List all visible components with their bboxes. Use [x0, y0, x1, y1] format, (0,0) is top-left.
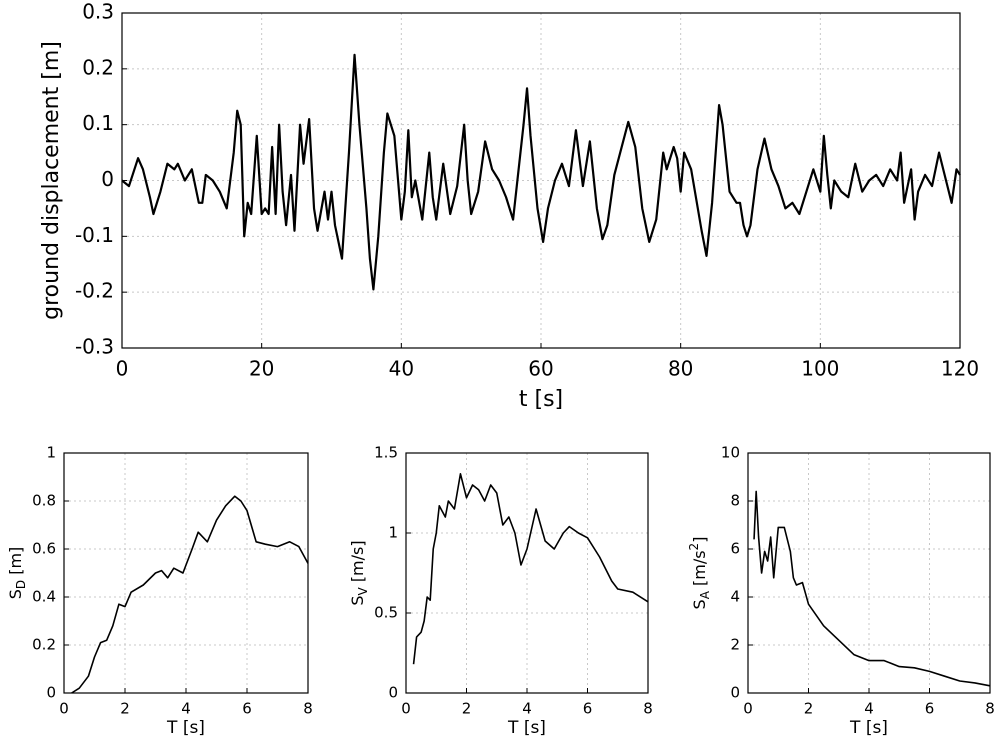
y-tick-label: 0.1 — [82, 111, 114, 135]
y-tick-label: 0.5 — [374, 604, 398, 622]
x-tick-label: 0 — [401, 700, 411, 718]
x-tick-label: 0 — [116, 357, 129, 381]
y-label-sub: D — [14, 580, 28, 589]
x-tick-label: 4 — [522, 700, 532, 718]
x-tick-label: 60 — [528, 357, 553, 381]
x-tick-label: 4 — [864, 700, 874, 718]
y-tick-label: 0.4 — [32, 588, 56, 606]
x-tick-label: 0 — [743, 700, 753, 718]
y-tick-label: -0.2 — [75, 279, 114, 303]
x-tick-label: 2 — [804, 700, 814, 718]
y-tick-label: -0.3 — [75, 335, 114, 359]
x-tick-label: 8 — [303, 700, 313, 718]
x-tick-label: 4 — [181, 700, 191, 718]
x-tick-label: 2 — [120, 700, 130, 718]
y-tick-label: 4 — [730, 588, 740, 606]
axes-frame — [747, 452, 991, 694]
y-axis-label: ground displacement [m] — [39, 41, 64, 320]
x-tick-label: 20 — [249, 357, 274, 381]
y-tick-label: 0.2 — [32, 636, 56, 654]
axes-frame — [63, 452, 309, 694]
x-tick-label: 6 — [925, 700, 935, 718]
x-tick-label: 2 — [462, 700, 472, 718]
x-tick-label: 120 — [941, 357, 979, 381]
y-tick-label: 0 — [730, 684, 740, 702]
y-axis-label: SD [m] — [6, 547, 28, 600]
x-axis-label: T [s] — [849, 718, 888, 738]
data-line — [121, 53, 961, 291]
y-tick-label: 0.8 — [32, 492, 56, 510]
y-tick-label: 0 — [46, 684, 56, 702]
x-tick-label: 40 — [389, 357, 414, 381]
y-tick-label: 0 — [388, 684, 398, 702]
x-tick-label: 80 — [668, 357, 693, 381]
y-tick-label: 0.2 — [82, 55, 114, 79]
y-label-main: S — [690, 599, 709, 609]
y-tick-label: 1.5 — [374, 444, 398, 462]
y-axis-label: SA [m/s2] — [687, 537, 712, 610]
y-label-rest: [m/s — [690, 550, 709, 591]
axes-frame — [405, 452, 649, 694]
y-label-sub: V — [356, 586, 370, 595]
y-tick-label: 0.3 — [82, 0, 114, 24]
x-tick-label: 100 — [801, 357, 839, 381]
x-axis-label: T [s] — [507, 718, 546, 738]
y-tick-label: 10 — [721, 444, 740, 462]
axes-frame — [121, 12, 961, 349]
y-tick-label: 2 — [730, 636, 740, 654]
y-axis-label: SV [m/s] — [348, 540, 370, 605]
y-tick-label: 8 — [730, 492, 740, 510]
x-tick-label: 8 — [985, 700, 995, 718]
data-line — [753, 490, 991, 687]
x-axis-label: T [s] — [166, 718, 205, 738]
x-tick-label: 0 — [59, 700, 69, 718]
y-tick-label: 1 — [46, 444, 56, 462]
x-tick-label: 8 — [643, 700, 653, 718]
y-tick-label: 6 — [730, 540, 740, 558]
data-line — [412, 473, 649, 665]
y-label-sub: A — [698, 590, 712, 599]
y-tick-label: -0.1 — [75, 223, 114, 247]
data-line — [71, 495, 309, 694]
y-label-sup: 2 — [687, 543, 701, 551]
y-label-main: S — [348, 595, 367, 605]
x-tick-label: 6 — [583, 700, 593, 718]
y-label-rest: [m] — [6, 547, 25, 580]
y-label-end: ] — [690, 537, 709, 543]
y-label-main: S — [6, 589, 25, 599]
y-tick-label: 1 — [388, 524, 398, 542]
y-tick-label: 0.6 — [32, 540, 56, 558]
y-tick-label: 0 — [101, 167, 114, 191]
x-tick-label: 6 — [242, 700, 252, 718]
x-axis-label: t [s] — [519, 387, 563, 412]
y-label-rest: [m/s] — [348, 540, 367, 587]
